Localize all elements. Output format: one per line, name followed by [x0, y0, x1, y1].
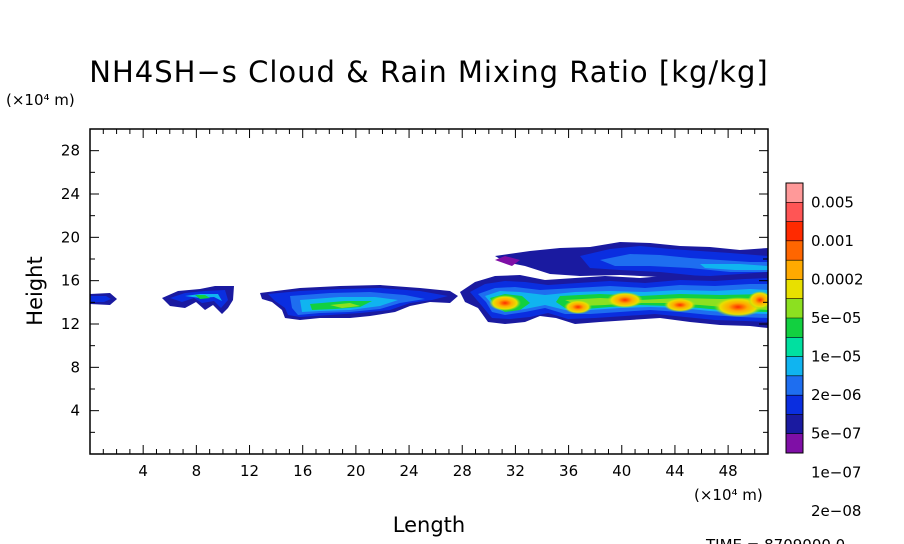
x-tick-label: 20 — [346, 462, 365, 480]
colorbar-label: 0.005 — [811, 193, 854, 211]
y-tick-label: 4 — [70, 402, 80, 420]
colorbar-label: 1e−05 — [811, 348, 861, 366]
colorbar-swatch — [786, 318, 803, 338]
y-tick-label: 8 — [70, 358, 80, 376]
x-unit-label: (×10⁴ m) — [694, 486, 763, 504]
colorbar-swatch — [786, 414, 803, 434]
y-tick-label: 28 — [61, 142, 80, 160]
colorbar-swatch — [786, 298, 803, 318]
plot-frame — [89, 128, 769, 455]
colorbar-swatch — [786, 202, 803, 222]
colorbar-label: 1e−07 — [811, 463, 861, 481]
y-tick-label: 24 — [61, 185, 80, 203]
x-tick-label: 40 — [612, 462, 631, 480]
time-label: TIME = 8709000.0 — [705, 536, 845, 544]
colorbar-swatch — [786, 395, 803, 415]
x-axis-label: Length — [393, 513, 465, 537]
y-tick-label: 12 — [61, 315, 80, 333]
x-tick-label: 16 — [293, 462, 312, 480]
colorbar-swatch — [786, 433, 803, 453]
colorbar: 0.005 0.001 0.0002 5e−05 1e−05 2e−06 5e−07 1e−0… — [785, 182, 864, 520]
y-tick-label: 20 — [61, 228, 80, 246]
colorbar-swatch — [786, 260, 803, 280]
x-tick-label: 12 — [240, 462, 259, 480]
x-tick-label: 4 — [138, 462, 148, 480]
x-tick-label: 32 — [506, 462, 525, 480]
colorbar-label: 5e−05 — [811, 309, 861, 327]
colorbar-swatch — [786, 356, 803, 376]
y-unit-label: (×10⁴ m) — [6, 91, 75, 109]
colorbar-swatch — [786, 221, 803, 241]
colorbar-label: 0.001 — [811, 232, 854, 250]
x-tick-label: 36 — [559, 462, 578, 480]
colorbar-label: 0.0002 — [811, 270, 864, 288]
y-axis-label: Height — [23, 256, 47, 325]
colorbar-label: 2e−08 — [811, 502, 861, 520]
y-axis-ticks: 4 8 12 16 20 24 28 — [61, 142, 768, 433]
x-tick-label: 44 — [665, 462, 684, 480]
colorbar-swatch — [786, 240, 803, 261]
cloud-field — [90, 242, 768, 328]
colorbar-swatch — [786, 279, 803, 299]
x-tick-label: 24 — [400, 462, 419, 480]
x-axis-ticks: 4 8 12 16 20 24 28 32 36 40 44 48 — [102, 129, 756, 480]
x-tick-label: 48 — [719, 462, 738, 480]
chart-title: NH4SH−s Cloud & Rain Mixing Ratio [kg/kg… — [89, 55, 768, 89]
colorbar-label: 5e−07 — [811, 425, 861, 443]
colorbar-label: 2e−06 — [811, 386, 861, 404]
y-tick-label: 16 — [61, 272, 80, 290]
x-tick-label: 28 — [453, 462, 472, 480]
x-tick-label: 8 — [192, 462, 202, 480]
colorbar-swatch — [786, 183, 803, 203]
colorbar-swatch — [786, 375, 803, 396]
colorbar-swatch — [786, 337, 803, 357]
